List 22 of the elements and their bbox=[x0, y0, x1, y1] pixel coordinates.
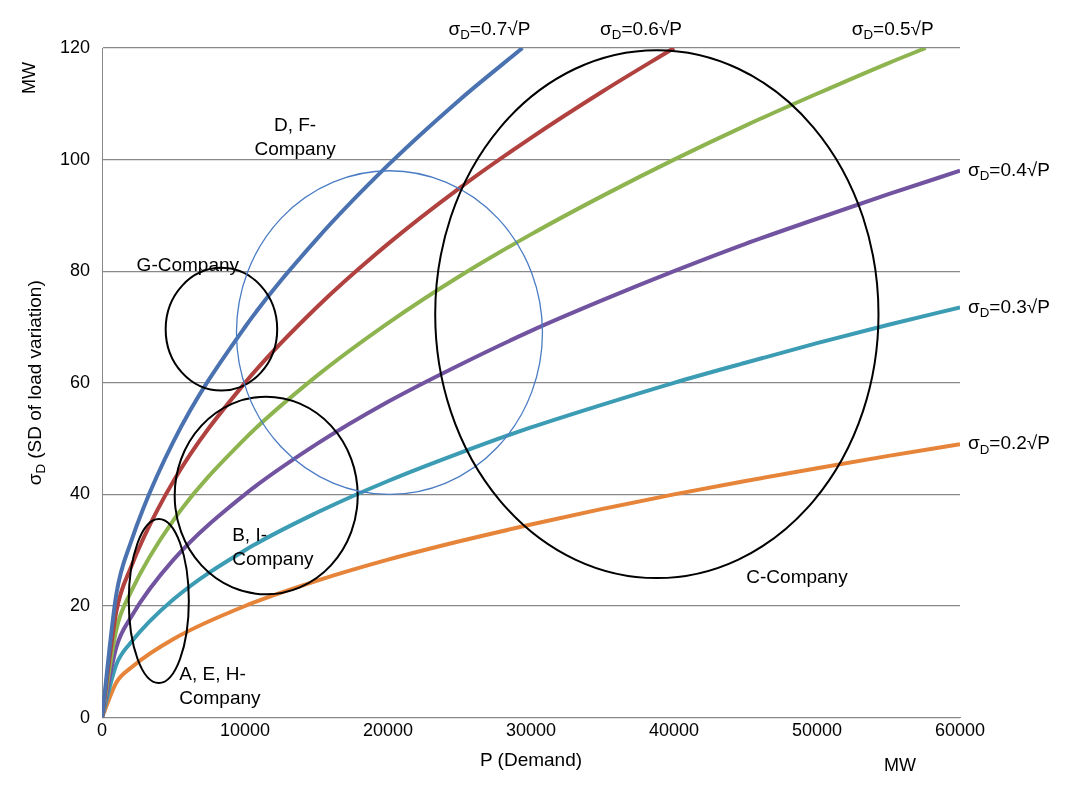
y-tick-label: 120 bbox=[59, 36, 91, 57]
x-axis-title: P (Demand) bbox=[479, 748, 583, 770]
y-tick-label: 60 bbox=[70, 371, 91, 392]
y-tick-label: 80 bbox=[70, 260, 91, 281]
x-tick-label: 30000 bbox=[505, 720, 557, 741]
x-tick-label: 40000 bbox=[648, 720, 700, 741]
x-tick-label: 0 bbox=[97, 720, 108, 741]
annotation: D, F-Company bbox=[254, 113, 337, 159]
y-tick-label: 20 bbox=[70, 594, 91, 615]
y-tick-label: 100 bbox=[59, 148, 91, 169]
text: MW bbox=[884, 754, 916, 775]
annotation: C-Company bbox=[746, 566, 849, 588]
x-tick-label: 50000 bbox=[791, 720, 843, 741]
x-tick-label: 10000 bbox=[220, 720, 271, 741]
annotation: A, E, H-Company bbox=[179, 663, 262, 709]
text: MW bbox=[18, 62, 39, 94]
x-tick-label: 60000 bbox=[934, 720, 986, 741]
y-axis-title: σD (SD of load variation) bbox=[24, 280, 49, 486]
y-tick-label: 0 bbox=[80, 706, 91, 727]
y-tick-label: 40 bbox=[70, 483, 91, 504]
x-tick-label: 20000 bbox=[362, 720, 414, 741]
annotation: G-Company bbox=[136, 253, 240, 275]
